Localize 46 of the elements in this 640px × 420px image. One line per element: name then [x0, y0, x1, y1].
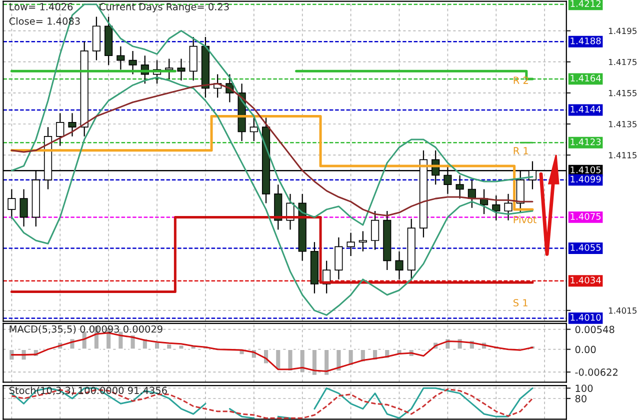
candlestick [456, 174, 464, 200]
ref-line-label: 1.4055 [570, 244, 601, 251]
annotation: Low= 1.4026 [10, 3, 73, 10]
ref-line-label: 1.4123 [570, 138, 601, 146]
candlestick [370, 210, 380, 250]
ref-line-label: 1.4164 [570, 74, 601, 82]
y-tick-label: 0.00 [575, 346, 596, 354]
y-tick-label: 1.4115 [608, 152, 636, 158]
ref-line-label: 1.4212 [570, 0, 600, 7]
ref-line-label: 1.4188 [570, 37, 601, 44]
candlestick [177, 58, 186, 82]
ref-line-label: 1.4105 [570, 166, 601, 174]
candlestick [504, 193, 512, 221]
candlestick [20, 188, 28, 228]
ref-line-label: 1.4075 [570, 213, 601, 220]
candlestick [395, 250, 404, 280]
ref-line-label: 1.4010 [570, 314, 601, 321]
candlestick [128, 50, 137, 75]
annotation: Current Days Range= 0.23 [99, 3, 229, 12]
candlestick [250, 117, 258, 142]
ref-line-label: 1.4099 [570, 176, 601, 183]
candlestick [116, 46, 125, 70]
y-tick-label: 1.4155 [608, 90, 636, 96]
line-series [10, 332, 534, 372]
candlestick [56, 112, 64, 146]
y-tick-label: 1.4175 [608, 58, 636, 66]
candlestick [492, 194, 500, 221]
y-tick-label: 1.4135 [608, 120, 636, 128]
annotation: R 1 [514, 147, 528, 154]
ref-line-label: 1.4034 [570, 276, 601, 284]
ref-line-label: 1.4144 [570, 106, 601, 113]
y-tick-label: 1.4015 [608, 307, 636, 314]
y-tick-label: 0.00548 [575, 326, 614, 334]
annotation: S 1 [514, 299, 528, 306]
y-tick-label: 100 [576, 384, 593, 392]
chart-title: MACD(5,35,5) 0.00093 0.00029 [10, 325, 162, 334]
y-tick-label: -0.00622 [575, 368, 618, 376]
candlestick [8, 188, 16, 220]
candlestick [165, 58, 174, 80]
candlestick [334, 236, 343, 280]
y-tick-label: 1.4195 [608, 28, 636, 34]
y-tick-label: 80 [575, 394, 586, 402]
candlestick [358, 230, 367, 252]
candlestick [346, 232, 355, 257]
candlestick [68, 112, 76, 137]
line-series [10, 82, 534, 216]
